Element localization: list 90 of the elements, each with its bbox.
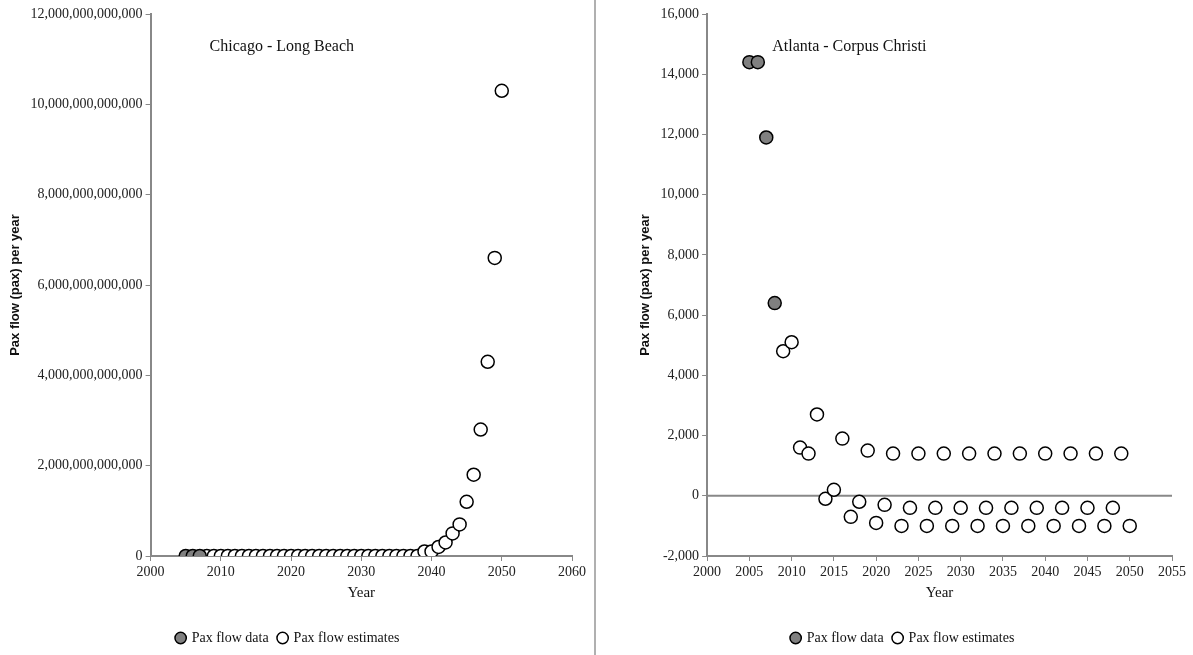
x-tick-label: 2005 [735, 564, 764, 580]
point [944, 518, 960, 534]
point [775, 343, 791, 359]
point [1004, 500, 1019, 516]
point [1012, 446, 1028, 461]
x-tick-label: 2055 [1158, 564, 1186, 580]
point [784, 334, 799, 350]
point [759, 130, 774, 145]
x-tick-label: 2010 [777, 564, 806, 580]
y-tick-label: 6,000,000,000,000 [37, 276, 143, 292]
x-axis-title: Year [925, 584, 954, 601]
point [936, 446, 952, 461]
point [919, 518, 935, 534]
x-tick-label: 2040 [417, 564, 446, 580]
point [1114, 446, 1129, 461]
point [1105, 500, 1121, 516]
point [953, 500, 968, 516]
point [894, 518, 909, 534]
x-tick-label: 2050 [487, 564, 516, 580]
legend-label: Pax flow estimates [908, 629, 1015, 645]
y-tick-label: 2,000,000,000,000 [37, 457, 143, 473]
point [1063, 446, 1078, 461]
x-tick-label: 2000 [136, 564, 165, 580]
x-tick-label: 2025 [904, 564, 933, 580]
text: Atlanta - Corpus Christi [772, 36, 927, 55]
point [970, 518, 985, 534]
point [928, 500, 943, 516]
y-axis-title: Pax flow (pax) per year [637, 214, 653, 356]
x-tick-label: 2050 [1115, 564, 1144, 580]
y-axis-title: Pax flow (pax) per year [7, 214, 23, 356]
point [1097, 518, 1112, 534]
point [978, 500, 994, 516]
y-tick-label: 12,000 [660, 126, 700, 142]
point [843, 509, 859, 525]
y-tick-label: 4,000,000,000,000 [37, 367, 143, 383]
x-tick-label: 2030 [347, 564, 376, 580]
x-tick-label: 2035 [988, 564, 1017, 580]
point [809, 407, 825, 422]
point [1046, 518, 1061, 534]
y-tick-label: 12,000,000,000,000 [30, 5, 143, 21]
y-tick-label: 16,000 [660, 5, 700, 21]
x-axis-title: Year [347, 584, 376, 601]
point [1037, 446, 1053, 461]
point [877, 497, 892, 513]
legend-label: Pax flow data [191, 629, 270, 645]
point [750, 54, 766, 70]
point [826, 482, 842, 498]
point [1029, 500, 1045, 516]
x-tick-label: 2060 [558, 564, 586, 580]
x-tick-label: 2040 [1031, 564, 1060, 580]
point [911, 446, 926, 461]
point [961, 446, 977, 461]
y-tick-label: 8,000,000,000,000 [37, 186, 143, 202]
y-tick-label: 6,000 [667, 306, 700, 322]
y-tick-label: 14,000 [660, 65, 700, 81]
point [885, 446, 901, 461]
x-tick-label: 2000 [693, 564, 722, 580]
point [767, 295, 782, 311]
x-tick-label: 2015 [819, 564, 848, 580]
x-tick-label: 2020 [277, 564, 306, 580]
x-tick-label: 2045 [1073, 564, 1102, 580]
x-tick-label: 2020 [862, 564, 891, 580]
y-tick-label: 4,000 [667, 367, 700, 383]
point [995, 518, 1011, 534]
point [818, 491, 833, 507]
y-tick-label: 0 [692, 487, 700, 503]
point [1088, 446, 1104, 461]
point [1071, 518, 1087, 534]
legend-label: Pax flow estimates [293, 629, 400, 645]
x-tick-label: 2010 [206, 564, 235, 580]
y-tick-label: 8,000 [667, 246, 700, 262]
x-tick-label: 2030 [946, 564, 975, 580]
point [1122, 518, 1137, 534]
point [987, 446, 1002, 461]
y-tick-label: -2,000 [662, 547, 700, 563]
point [1054, 500, 1070, 516]
y-tick-label: 10,000,000,000,000 [30, 96, 143, 112]
point [1080, 500, 1095, 516]
text: Chicago - Long Beach [209, 36, 354, 55]
y-tick-label: 10,000 [660, 186, 700, 202]
legend-label: Pax flow data [806, 629, 885, 645]
point [852, 494, 867, 510]
y-tick-label: 0 [135, 547, 143, 563]
point [1021, 518, 1036, 534]
point [801, 446, 816, 461]
point [835, 431, 850, 446]
point [860, 443, 875, 458]
y-tick-label: 2,000 [667, 427, 700, 443]
point [868, 515, 884, 531]
point [902, 500, 918, 516]
